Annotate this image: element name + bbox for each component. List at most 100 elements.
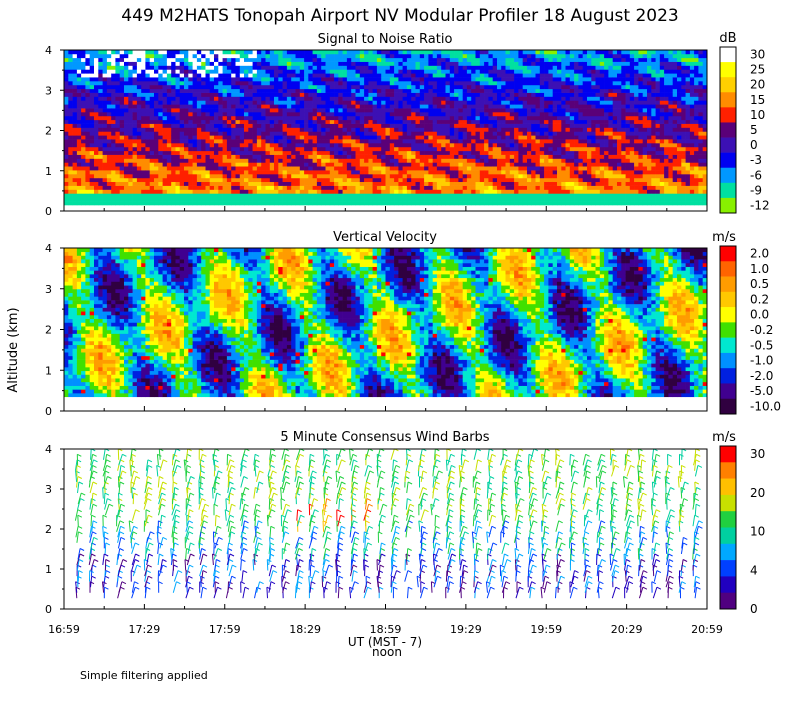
heatmap-cell — [136, 181, 142, 186]
heatmap-cell — [278, 61, 283, 66]
heatmap-cell — [316, 65, 322, 70]
heatmap-cell — [239, 189, 245, 194]
heatmap-cell — [265, 150, 271, 155]
heatmap-cell — [269, 73, 275, 78]
heatmap-cell — [372, 119, 378, 124]
heatmap-cell — [256, 77, 262, 82]
heatmap-cell — [355, 61, 361, 66]
heatmap-cell — [552, 88, 558, 93]
heatmap-cell — [436, 77, 442, 82]
heatmap-cell — [304, 96, 309, 101]
heatmap-cell — [552, 189, 558, 194]
heatmap-cell — [557, 189, 562, 194]
heatmap-cell — [218, 100, 223, 105]
heatmap-cell — [282, 154, 288, 159]
heatmap-cell — [342, 154, 348, 159]
heatmap-cell — [376, 50, 382, 55]
heatmap-cell — [539, 146, 545, 152]
heatmap-cell — [196, 61, 202, 66]
heatmap-cell — [458, 123, 464, 128]
heatmap-cell — [89, 108, 95, 113]
heatmap-cell — [574, 185, 579, 190]
heatmap-cell — [111, 177, 116, 183]
heatmap-cell — [458, 92, 464, 97]
heatmap-cell — [389, 50, 395, 55]
heatmap-cell — [179, 181, 185, 186]
heatmap-cell — [282, 143, 288, 148]
heatmap-cell — [308, 53, 313, 59]
heatmap-cell — [274, 166, 279, 171]
heatmap-cell — [578, 100, 584, 105]
heatmap-cell — [72, 61, 78, 66]
heatmap-cell — [565, 104, 571, 109]
heatmap-cell — [205, 170, 211, 175]
heatmap-cell — [329, 88, 335, 93]
heatmap-cell — [351, 127, 356, 132]
heatmap-cell — [466, 177, 472, 183]
heatmap-cell — [132, 146, 138, 152]
heatmap-cell — [209, 81, 215, 86]
heatmap-cell — [248, 154, 253, 159]
heatmap-cell — [574, 131, 579, 136]
heatmap-cell — [514, 119, 519, 124]
heatmap-cell — [316, 143, 322, 148]
heatmap-cell — [432, 77, 438, 82]
heatmap-cell — [239, 96, 245, 101]
heatmap-cell — [351, 65, 356, 70]
heatmap-cell — [484, 123, 489, 128]
heatmap-cell — [569, 96, 575, 101]
heatmap-cell — [64, 73, 69, 78]
heatmap-cell — [158, 73, 163, 78]
heatmap-cell — [72, 77, 78, 82]
heatmap-cell — [492, 50, 498, 55]
heatmap-cell — [145, 69, 151, 74]
heatmap-cell — [334, 146, 339, 152]
heatmap-cell — [171, 84, 176, 90]
heatmap-cell — [582, 185, 588, 190]
heatmap-cell — [394, 108, 399, 113]
heatmap-cell — [368, 108, 374, 113]
heatmap-cell — [582, 50, 588, 55]
heatmap-cell — [449, 88, 455, 93]
heatmap-cell — [475, 166, 481, 171]
heatmap-cell — [368, 139, 374, 144]
heatmap-cell — [385, 150, 391, 155]
heatmap-cell — [454, 108, 459, 113]
heatmap-cell — [231, 123, 236, 128]
heatmap-cell — [501, 115, 506, 121]
heatmap-cell — [497, 177, 502, 183]
heatmap-cell — [346, 88, 352, 93]
heatmap-cell — [492, 162, 498, 167]
heatmap-cell — [394, 119, 399, 124]
heatmap-cell — [492, 139, 498, 144]
heatmap-cell — [338, 123, 343, 128]
heatmap-cell — [527, 131, 532, 136]
heatmap-cell — [514, 53, 519, 59]
heatmap-cell — [256, 119, 262, 124]
heatmap-cell — [166, 119, 172, 124]
heatmap-cell — [205, 115, 211, 121]
heatmap-cell — [201, 174, 206, 179]
heatmap-cell — [475, 112, 481, 117]
heatmap-cell — [329, 84, 335, 90]
heatmap-cell — [132, 166, 138, 171]
heatmap-cell — [359, 146, 365, 152]
heatmap-cell — [119, 112, 125, 117]
heatmap-cell — [175, 73, 181, 78]
heatmap-cell — [398, 84, 404, 90]
heatmap-cell — [548, 108, 554, 113]
heatmap-cell — [154, 88, 159, 93]
heatmap-cell — [218, 69, 223, 74]
heatmap-cell — [497, 123, 502, 128]
heatmap-cell — [441, 150, 446, 155]
heatmap-cell — [428, 88, 434, 93]
heatmap-cell — [518, 65, 524, 70]
heatmap-cell — [557, 146, 562, 152]
heatmap-cell — [184, 158, 189, 163]
heatmap-cell — [231, 170, 236, 175]
heatmap-cell — [518, 135, 524, 140]
heatmap-cell — [466, 193, 472, 198]
heatmap-cell — [304, 158, 309, 163]
heatmap-cell — [106, 158, 112, 163]
heatmap-cell — [565, 96, 571, 101]
